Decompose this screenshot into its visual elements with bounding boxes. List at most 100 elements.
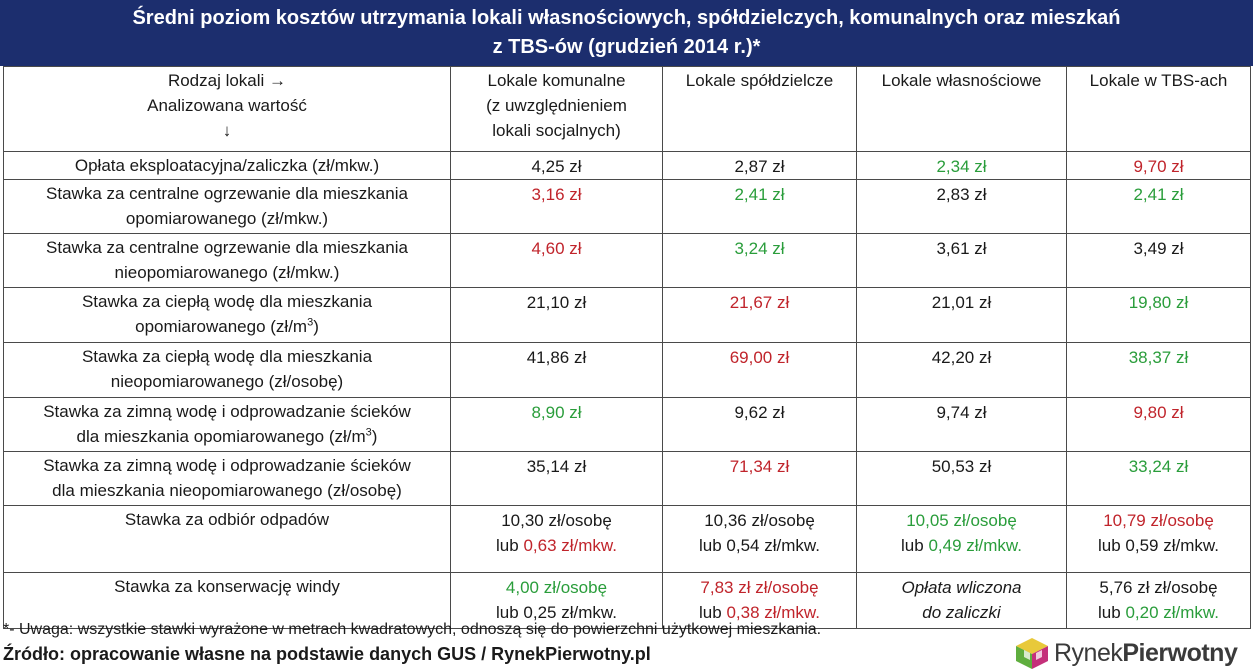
row-label-text: )	[371, 427, 378, 446]
footnote: *- Uwaga: wszystkie stawki wyrażone w me…	[3, 621, 822, 638]
row-label-text: opomiarowanego (zł/mkw.)	[125, 209, 329, 228]
value-text: 0,63 zł/mkw.	[523, 536, 617, 555]
column-header-line: (z uwzględnieniem	[486, 96, 627, 115]
superscript: 3	[307, 316, 314, 329]
value-line: 50,53 zł	[863, 454, 1060, 479]
value-line: 9,62 zł	[669, 400, 850, 425]
column-header-line: Lokale komunalne	[487, 71, 626, 90]
value-line: do zaliczki	[863, 600, 1060, 625]
table-row: Stawka za zimną wodę i odprowadzanie ści…	[3, 451, 1251, 506]
row-label-line: dla mieszkania nieopomiarowanego (zł/oso…	[10, 478, 444, 503]
value-cell-wlasnosciowe: 9,74 zł	[856, 397, 1067, 452]
value-text: 71,34 zł	[729, 457, 790, 476]
header-row: Rodzaj lokali → Analizowana wartość ↓ Lokal…	[3, 66, 1251, 152]
value-cell-spoldzielcze: 3,24 zł	[662, 233, 857, 288]
value-cell-spoldzielcze: 2,87 zł	[662, 151, 857, 180]
value-text: Opłata wliczona	[901, 578, 1022, 597]
value-line: 8,90 zł	[457, 400, 656, 425]
table-row: Opłata eksploatacyjna/zaliczka (zł/mkw.)…	[3, 151, 1251, 180]
value-line: 2,41 zł	[669, 182, 850, 207]
value-line: lub 0,38 zł/mkw.	[669, 600, 850, 625]
value-text: 7,83 zł zł/osobę	[700, 578, 819, 597]
value-line: Opłata wliczona	[863, 575, 1060, 600]
value-cell-tbs: 2,41 zł	[1066, 179, 1251, 234]
value-line: 3,61 zł	[863, 236, 1060, 261]
house-cube-icon	[1016, 638, 1048, 669]
column-header-komunalne: Lokale komunalne (z uwzględnieniem lokali …	[450, 66, 663, 152]
value-text: 35,14 zł	[526, 457, 587, 476]
value-text: 4,25 zł	[531, 157, 582, 176]
brand-logo: RynekPierwotny	[1014, 636, 1252, 670]
value-line: lub 0,59 zł/mkw.	[1073, 533, 1244, 558]
row-label-line: Stawka za centralne ogrzewanie dla miesz…	[10, 181, 444, 206]
column-header-spoldzielcze: Lokale spółdzielcze	[662, 66, 857, 152]
value-line: 2,41 zł	[1073, 182, 1244, 207]
value-cell-spoldzielcze: 2,41 zł	[662, 179, 857, 234]
value-text: 21,01 zł	[931, 293, 992, 312]
value-line: 3,16 zł	[457, 182, 656, 207]
row-label-line: opomiarowanego (zł/mkw.)	[10, 206, 444, 231]
value-line: 2,83 zł	[863, 182, 1060, 207]
column-header-line: lokali socjalnych)	[492, 121, 621, 140]
value-text: 2,34 zł	[936, 157, 987, 176]
value-line: 35,14 zł	[457, 454, 656, 479]
value-cell-spoldzielcze: 71,34 zł	[662, 451, 857, 506]
brand-name-part-2: Pierwotny	[1122, 638, 1238, 667]
value-line: 2,87 zł	[669, 154, 850, 179]
value-line: lub 0,63 zł/mkw.	[457, 533, 656, 558]
value-text: 38,37 zł	[1128, 348, 1189, 367]
row-label-line: Stawka za zimną wodę i odprowadzanie ści…	[10, 399, 444, 424]
value-text: 3,24 zł	[734, 239, 785, 258]
value-line: 19,80 zł	[1073, 290, 1244, 315]
value-line: lub 0,20 zł/mkw.	[1073, 600, 1244, 625]
value-line: 33,24 zł	[1073, 454, 1244, 479]
value-text: 19,80 zł	[1128, 293, 1189, 312]
table-title: Średni poziom kosztów utrzymania lokali …	[0, 0, 1253, 66]
value-cell-tbs: 38,37 zł	[1066, 342, 1251, 398]
row-label: Stawka za ciepłą wodę dla mieszkania nieo…	[3, 342, 451, 398]
row-label-line: nieopomiarowanego (zł/mkw.)	[10, 260, 444, 285]
table-row: Stawka za ciepłą wodę dla mieszkania opom…	[3, 287, 1251, 343]
value-line: 3,49 zł	[1073, 236, 1244, 261]
value-text: 2,41 zł	[1133, 185, 1184, 204]
table-row: Stawka za odbiór odpadów 10,30 zł/osobę lu…	[3, 505, 1251, 573]
value-cell-wlasnosciowe: 2,34 zł	[856, 151, 1067, 180]
value-cell-wlasnosciowe: Opłata wliczona do zaliczki	[856, 572, 1067, 629]
value-text: 2,41 zł	[734, 185, 785, 204]
row-label-line: Stawka za ciepłą wodę dla mieszkania	[10, 344, 444, 369]
table-row: Stawka za centralne ogrzewanie dla miesz…	[3, 233, 1251, 288]
value-cell-komunalne: 4,25 zł	[450, 151, 663, 180]
value-text: lub 0,59 zł/mkw.	[1098, 536, 1219, 555]
value-cell-spoldzielcze: 10,36 zł/osobę lub 0,54 zł/mkw.	[662, 505, 857, 573]
row-label-line: opomiarowanego (zł/m3)	[10, 314, 444, 339]
row-label-text: dla mieszkania opomiarowanego (zł/m	[76, 427, 366, 446]
row-label-line: Stawka za ciepłą wodę dla mieszkania	[10, 289, 444, 314]
value-text: 0,38 zł/mkw.	[726, 603, 820, 622]
value-text: 2,83 zł	[936, 185, 987, 204]
value-cell-komunalne: 10,30 zł/osobę lub 0,63 zł/mkw.	[450, 505, 663, 573]
value-cell-wlasnosciowe: 50,53 zł	[856, 451, 1067, 506]
value-cell-spoldzielcze: 7,83 zł zł/osobę lub 0,38 zł/mkw.	[662, 572, 857, 629]
value-text: lub	[699, 603, 727, 622]
table-row: Stawka za ciepłą wodę dla mieszkania nieo…	[3, 342, 1251, 398]
value-cell-komunalne: 3,16 zł	[450, 179, 663, 234]
value-cell-wlasnosciowe: 10,05 zł/osobę lub 0,49 zł/mkw.	[856, 505, 1067, 573]
row-label-text: dla mieszkania nieopomiarowanego (zł/oso…	[52, 481, 402, 500]
value-cell-spoldzielcze: 9,62 zł	[662, 397, 857, 452]
value-text: 21,67 zł	[729, 293, 790, 312]
value-text: 9,74 zł	[936, 403, 987, 422]
value-text: 0,20 zł/mkw.	[1125, 603, 1219, 622]
value-cell-tbs: 5,76 zł zł/osobę lub 0,20 zł/mkw.	[1066, 572, 1251, 629]
row-label-text: Opłata eksploatacyjna/zaliczka (zł/mkw.)	[74, 156, 380, 175]
value-text: 3,49 zł	[1133, 239, 1184, 258]
title-line-1: Średni poziom kosztów utrzymania lokali …	[132, 7, 1121, 29]
column-header-line: Lokale własnościowe	[881, 71, 1042, 90]
value-line: 69,00 zł	[669, 345, 850, 370]
row-label-text: Stawka za ciepłą wodę dla mieszkania	[81, 292, 373, 311]
value-line: 10,30 zł/osobę	[457, 508, 656, 533]
row-label-line: Stawka za zimną wodę i odprowadzanie ści…	[10, 453, 444, 478]
value-cell-wlasnosciowe: 21,01 zł	[856, 287, 1067, 343]
header-label-line: ↓	[222, 121, 232, 140]
value-text: do zaliczki	[922, 603, 1001, 622]
row-label-line: Stawka za odbiór odpadów	[10, 507, 444, 532]
